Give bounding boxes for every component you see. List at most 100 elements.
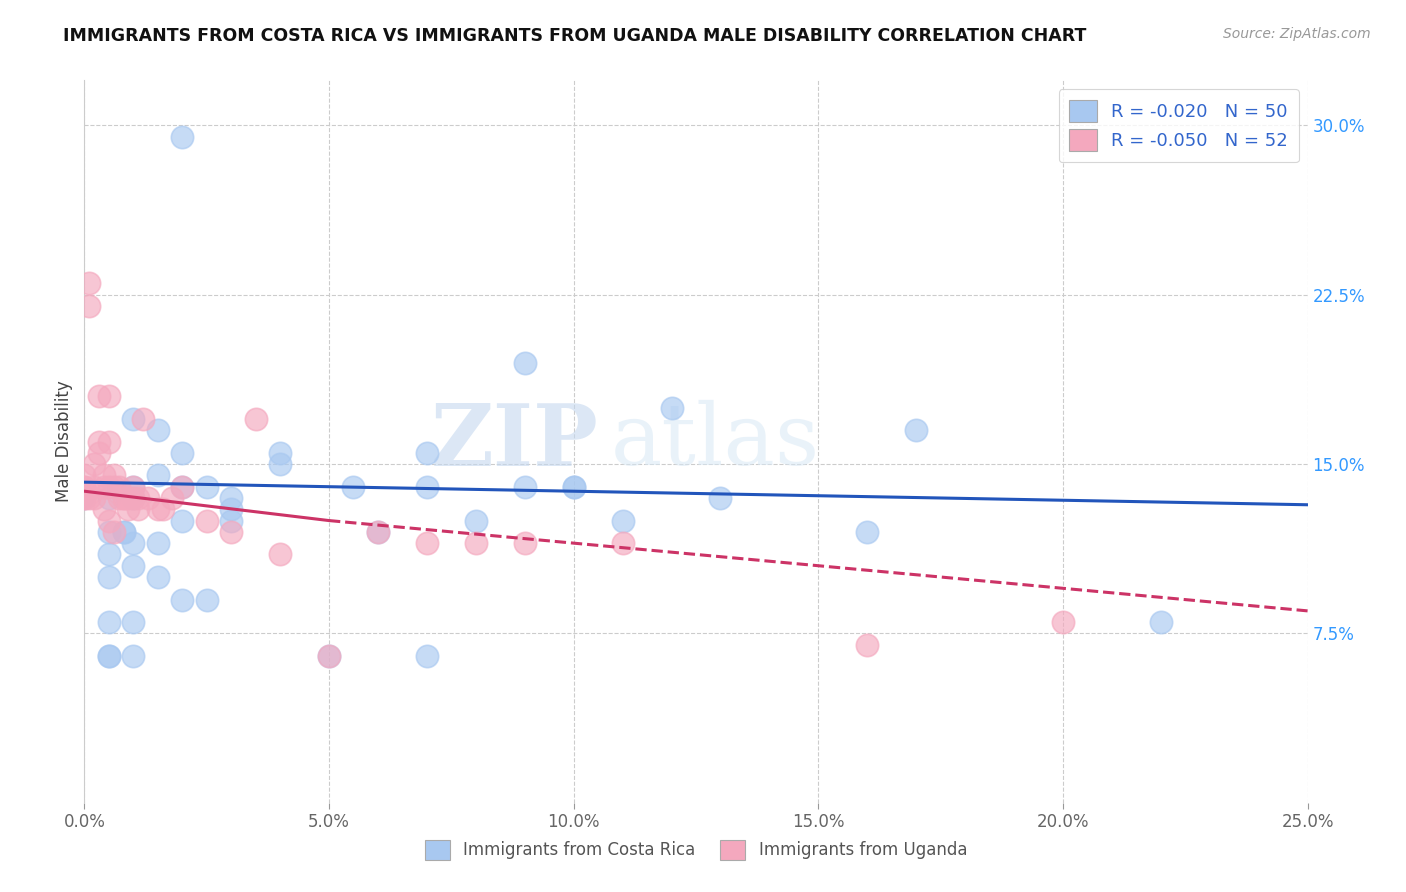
Point xyxy=(107,491,129,505)
Point xyxy=(103,468,125,483)
Point xyxy=(146,423,169,437)
Point xyxy=(318,648,340,663)
Point xyxy=(112,491,135,505)
Point xyxy=(73,480,96,494)
Point xyxy=(93,468,115,483)
Point xyxy=(342,480,364,494)
Point xyxy=(122,491,145,505)
Point xyxy=(73,468,96,483)
Point xyxy=(127,491,149,505)
Point xyxy=(97,648,120,663)
Point xyxy=(103,480,125,494)
Point xyxy=(269,548,291,562)
Point xyxy=(195,480,218,494)
Point xyxy=(97,491,120,505)
Point xyxy=(219,514,242,528)
Point xyxy=(122,412,145,426)
Point xyxy=(661,401,683,415)
Point xyxy=(172,446,194,460)
Point xyxy=(195,592,218,607)
Point xyxy=(122,648,145,663)
Point xyxy=(905,423,928,437)
Point xyxy=(162,491,184,505)
Point xyxy=(269,446,291,460)
Point xyxy=(97,524,120,539)
Point xyxy=(122,558,145,573)
Text: ZIP: ZIP xyxy=(430,400,598,483)
Legend: Immigrants from Costa Rica, Immigrants from Uganda: Immigrants from Costa Rica, Immigrants f… xyxy=(418,833,974,867)
Point xyxy=(97,648,120,663)
Point xyxy=(93,502,115,516)
Point xyxy=(87,389,110,403)
Point xyxy=(219,524,242,539)
Point xyxy=(77,299,100,313)
Text: Source: ZipAtlas.com: Source: ZipAtlas.com xyxy=(1223,27,1371,41)
Point xyxy=(73,491,96,505)
Point xyxy=(562,480,585,494)
Point xyxy=(1150,615,1173,630)
Point xyxy=(367,524,389,539)
Point xyxy=(146,502,169,516)
Point xyxy=(97,615,120,630)
Point xyxy=(136,491,159,505)
Point xyxy=(122,480,145,494)
Point xyxy=(152,502,174,516)
Point xyxy=(172,514,194,528)
Point xyxy=(83,457,105,471)
Point xyxy=(83,480,105,494)
Point xyxy=(146,570,169,584)
Point xyxy=(416,648,439,663)
Point xyxy=(146,468,169,483)
Point xyxy=(513,480,536,494)
Point xyxy=(416,446,439,460)
Point xyxy=(122,491,145,505)
Point xyxy=(172,480,194,494)
Point xyxy=(73,491,96,505)
Point xyxy=(172,480,194,494)
Point xyxy=(107,480,129,494)
Point xyxy=(132,412,155,426)
Point xyxy=(97,434,120,449)
Point xyxy=(219,502,242,516)
Point xyxy=(127,502,149,516)
Point xyxy=(1052,615,1074,630)
Point xyxy=(513,355,536,369)
Point xyxy=(117,491,139,505)
Point xyxy=(416,480,439,494)
Point xyxy=(562,480,585,494)
Point xyxy=(709,491,731,505)
Point xyxy=(856,638,879,652)
Text: IMMIGRANTS FROM COSTA RICA VS IMMIGRANTS FROM UGANDA MALE DISABILITY CORRELATION: IMMIGRANTS FROM COSTA RICA VS IMMIGRANTS… xyxy=(63,27,1087,45)
Y-axis label: Male Disability: Male Disability xyxy=(55,381,73,502)
Point xyxy=(416,536,439,550)
Point xyxy=(112,524,135,539)
Point xyxy=(612,514,634,528)
Point xyxy=(367,524,389,539)
Point xyxy=(219,491,242,505)
Point xyxy=(77,277,100,291)
Point xyxy=(612,536,634,550)
Point xyxy=(195,514,218,528)
Point xyxy=(97,548,120,562)
Point xyxy=(97,389,120,403)
Point xyxy=(122,536,145,550)
Point xyxy=(83,491,105,505)
Point xyxy=(318,648,340,663)
Point xyxy=(87,446,110,460)
Point xyxy=(112,491,135,505)
Point xyxy=(93,480,115,494)
Point xyxy=(97,570,120,584)
Point xyxy=(87,434,110,449)
Point xyxy=(117,502,139,516)
Point xyxy=(146,536,169,550)
Point xyxy=(112,524,135,539)
Text: atlas: atlas xyxy=(610,400,820,483)
Point xyxy=(122,480,145,494)
Point xyxy=(464,514,486,528)
Point xyxy=(245,412,267,426)
Point xyxy=(73,491,96,505)
Point xyxy=(172,592,194,607)
Point xyxy=(77,491,100,505)
Point xyxy=(464,536,486,550)
Point xyxy=(103,524,125,539)
